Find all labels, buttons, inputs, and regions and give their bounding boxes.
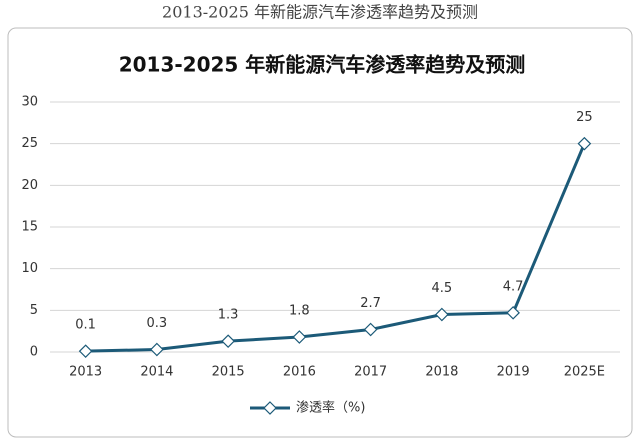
x-tick-label: 2019 (497, 365, 530, 380)
y-tick-label: 20 (21, 178, 38, 193)
caption: 2013-2025 年新能源汽车渗透率趋势及预测 (162, 3, 478, 22)
data-label: 4.5 (432, 281, 453, 296)
point-marker (292, 330, 307, 344)
data-label: 1.8 (289, 304, 310, 319)
chart-frame (7, 27, 633, 438)
point-marker (363, 322, 378, 337)
point-marker (221, 334, 235, 349)
x-tick-label: 2025E (564, 365, 605, 380)
legend-marker (263, 401, 277, 415)
x-tick-label: 2015 (212, 365, 245, 380)
y-tick-label: 15 (21, 220, 38, 235)
data-label: 0.3 (147, 316, 168, 331)
data-label: 25 (576, 110, 593, 125)
data-label: 0.1 (75, 318, 96, 333)
data-label: 2.7 (360, 296, 381, 311)
data-label: 4.7 (503, 279, 524, 294)
y-tick-label: 10 (21, 261, 38, 276)
series-line (85, 143, 586, 353)
y-tick-label: 0 (30, 345, 38, 360)
legend-label: 渗透率（%) (296, 400, 365, 416)
point-marker (150, 342, 164, 357)
point-marker (435, 307, 449, 322)
point-marker (577, 136, 592, 151)
y-tick-label: 5 (30, 303, 38, 318)
x-tick-label: 2018 (425, 365, 458, 380)
chart-title: 2013-2025 年新能源汽车渗透率趋势及预测 (119, 53, 526, 77)
x-tick-label: 2014 (140, 365, 173, 380)
y-tick-label: 30 (21, 95, 38, 110)
data-label: 1.3 (218, 308, 239, 323)
y-tick-label: 25 (21, 136, 38, 151)
x-tick-label: 2016 (283, 365, 316, 380)
x-tick-label: 2017 (354, 365, 387, 380)
x-tick-label: 2013 (69, 365, 102, 380)
point-marker (78, 344, 93, 359)
point-marker (506, 305, 520, 320)
